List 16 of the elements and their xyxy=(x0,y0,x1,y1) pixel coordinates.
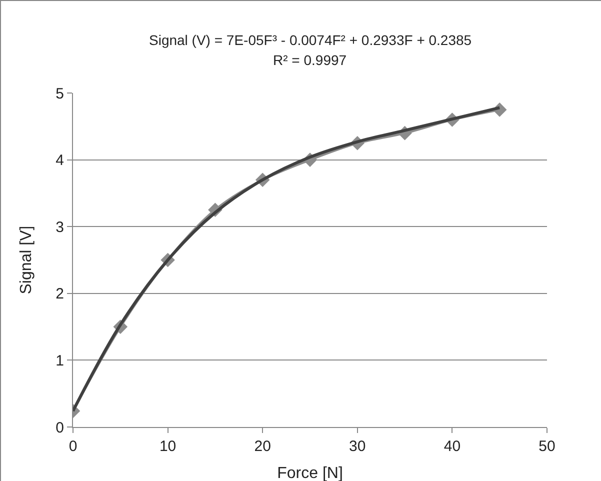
y-axis-title: Signal [V] xyxy=(18,226,35,294)
x-tick-label: 50 xyxy=(538,438,556,455)
y-tick-label: 4 xyxy=(56,152,64,170)
x-tick-label: 0 xyxy=(68,438,78,455)
text: Signal (V) = 7E-05F³ - 0.0074F² + 0.2933F + 0.2385 xyxy=(149,32,472,48)
y-tick-label: 3 xyxy=(56,218,64,236)
y-tick-label: 2 xyxy=(56,286,64,303)
text: R² = 0.9997 xyxy=(273,52,347,68)
x-tick-label: 40 xyxy=(444,438,461,455)
y-tick-label: 0 xyxy=(56,419,64,436)
y-tick-label: 5 xyxy=(56,85,64,102)
y-tick-label: 1 xyxy=(56,352,64,370)
x-tick-label: 10 xyxy=(159,438,176,455)
x-axis-title: Force [N] xyxy=(277,465,343,481)
x-tick-label: 30 xyxy=(349,438,366,455)
x-tick-label: 20 xyxy=(254,438,271,455)
